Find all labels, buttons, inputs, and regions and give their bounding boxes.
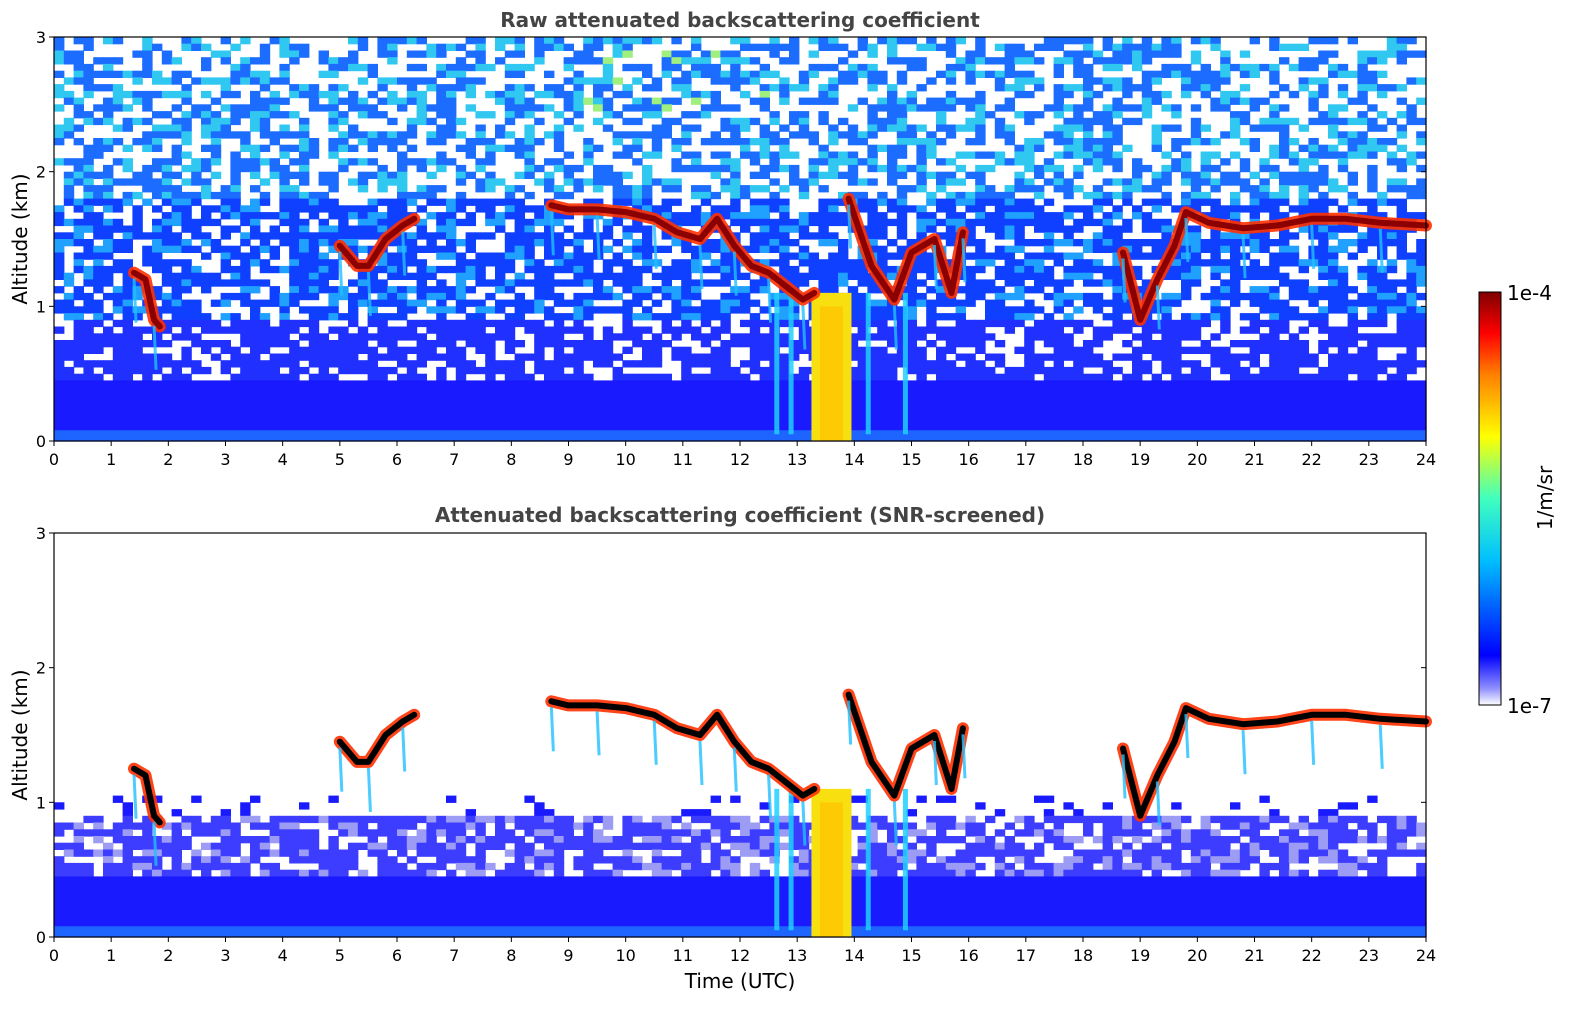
- x-tick-label: 6: [392, 946, 402, 965]
- x-tick-label: 6: [392, 450, 402, 469]
- colorbar-max-label: 1e-4: [1507, 281, 1552, 305]
- backscatter-noise: [54, 37, 1427, 442]
- y-tick-label: 2: [36, 163, 46, 182]
- x-tick-label: 11: [673, 450, 693, 469]
- x-tick-label: 1: [106, 450, 116, 469]
- x-tick-label: 24: [1416, 450, 1436, 469]
- cloud-layer: [1117, 206, 1432, 330]
- surface-band: [54, 926, 1426, 937]
- panel-title: Raw attenuated backscattering coefficien…: [500, 8, 980, 32]
- x-tick-label: 22: [1301, 946, 1321, 965]
- x-tick-label: 20: [1187, 450, 1207, 469]
- x-tick-label: 2: [163, 946, 173, 965]
- x-tick-label: 0: [49, 450, 59, 469]
- heatmap-area: [54, 533, 1432, 938]
- x-tick-label: 7: [449, 450, 459, 469]
- cloud-layer: [333, 708, 421, 813]
- x-tick-label: 10: [615, 450, 635, 469]
- x-axis: 0 1 2 3 4 5 6 7 8 9 10 11 12 13 14 15 16 17 18 19 20 21 22 23 24: [49, 937, 1436, 965]
- y-tick-label: 2: [36, 659, 46, 678]
- y-axis-label: Altitude (km): [8, 173, 32, 304]
- precipitation-shaft: [774, 292, 908, 441]
- x-tick-label: 14: [844, 946, 864, 965]
- cloud-layer: [1117, 702, 1432, 826]
- x-tick-label: 13: [787, 946, 807, 965]
- colorbar-gradient: [1478, 291, 1502, 706]
- x-tick-label: 12: [730, 450, 750, 469]
- x-tick-label: 18: [1073, 946, 1093, 965]
- cloud-layer: [128, 266, 166, 370]
- x-tick-label: 10: [615, 946, 635, 965]
- x-tick-label: 22: [1301, 450, 1321, 469]
- x-tick-label: 5: [335, 450, 345, 469]
- x-tick-label: 24: [1416, 946, 1436, 965]
- x-tick-label: 15: [901, 946, 921, 965]
- y-axis-label: Altitude (km): [8, 669, 32, 800]
- x-tick-label: 18: [1073, 450, 1093, 469]
- colorbar-min-label: 1e-7: [1507, 694, 1552, 718]
- x-tick-label: 9: [563, 946, 573, 965]
- surface-band: [54, 430, 1426, 441]
- x-tick-label: 5: [335, 946, 345, 965]
- x-tick-label: 20: [1187, 946, 1207, 965]
- y-axis: 0 1 2 3: [36, 524, 1426, 947]
- cloud-layer: [333, 212, 421, 317]
- x-tick-label: 21: [1244, 450, 1264, 469]
- y-tick-label: 1: [36, 297, 46, 316]
- x-tick-label: 16: [958, 946, 978, 965]
- x-tick-label: 8: [506, 450, 516, 469]
- colorbar: 1e-4 1e-7 1/m/sr: [1478, 281, 1557, 718]
- x-tick-label: 13: [787, 450, 807, 469]
- cloud-layer: [842, 192, 969, 350]
- precipitation-shaft: [774, 788, 908, 937]
- backscatter-noise: [54, 795, 1427, 938]
- x-tick-label: 23: [1359, 946, 1379, 965]
- x-tick-label: 7: [449, 946, 459, 965]
- x-tick-label: 23: [1359, 450, 1379, 469]
- x-tick-label: 3: [220, 450, 230, 469]
- raw-backscatter-panel: Raw attenuated backscattering coefficien…: [8, 8, 1436, 469]
- x-tick-label: 4: [278, 450, 288, 469]
- x-tick-label: 21: [1244, 946, 1264, 965]
- y-axis: 0 1 2 3: [36, 28, 1426, 451]
- y-tick-label: 3: [36, 28, 46, 47]
- y-tick-label: 1: [36, 793, 46, 812]
- cloud-layer: [842, 688, 969, 846]
- x-axis-label: Time (UTC): [684, 969, 796, 993]
- heatmap-area: [54, 37, 1432, 442]
- x-tick-label: 2: [163, 450, 173, 469]
- x-tick-label: 19: [1130, 946, 1150, 965]
- x-tick-label: 16: [958, 450, 978, 469]
- x-tick-label: 4: [278, 946, 288, 965]
- x-tick-label: 8: [506, 946, 516, 965]
- x-tick-label: 15: [901, 450, 921, 469]
- x-tick-label: 17: [1016, 946, 1036, 965]
- x-tick-label: 0: [49, 946, 59, 965]
- panel-title: Attenuated backscattering coefficient (S…: [435, 503, 1045, 527]
- x-tick-label: 3: [220, 946, 230, 965]
- cloud-layer: [545, 199, 821, 350]
- colorbar-units-label: 1/m/sr: [1533, 465, 1557, 530]
- cloud-layer: [128, 762, 166, 866]
- x-axis: 0 1 2 3 4 5 6 7 8 9 10 11 12 13 14 15 16 17 18 19 20 21 22 23 24: [49, 441, 1436, 469]
- x-tick-label: 12: [730, 946, 750, 965]
- x-tick-label: 1: [106, 946, 116, 965]
- x-tick-label: 19: [1130, 450, 1150, 469]
- x-tick-label: 14: [844, 450, 864, 469]
- screened-backscatter-panel: Attenuated backscattering coefficient (S…: [8, 503, 1436, 993]
- y-tick-label: 0: [36, 928, 46, 947]
- y-tick-label: 0: [36, 432, 46, 451]
- cloud-layer: [545, 695, 821, 846]
- x-tick-label: 11: [673, 946, 693, 965]
- x-tick-label: 17: [1016, 450, 1036, 469]
- y-tick-label: 3: [36, 524, 46, 543]
- x-tick-label: 9: [563, 450, 573, 469]
